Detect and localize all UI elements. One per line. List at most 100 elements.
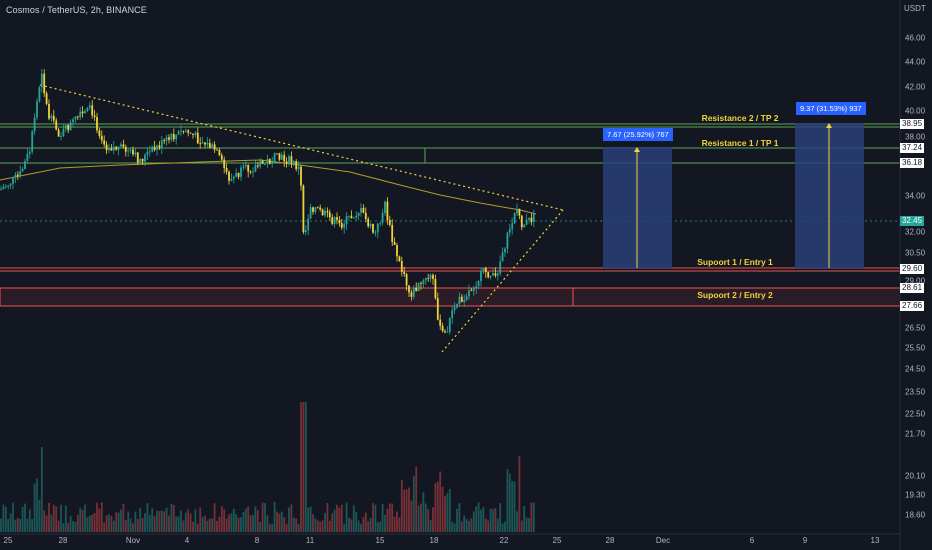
level-label-resistance-1[interactable]: Resistance 1 / TP 1 xyxy=(701,138,779,148)
candle-body xyxy=(417,283,420,292)
volume-bar xyxy=(252,514,254,532)
volume-bar xyxy=(64,505,67,532)
volume-bar xyxy=(362,517,365,532)
candle-body xyxy=(50,115,53,119)
y-tick: 21.70 xyxy=(905,429,926,439)
volume-bar xyxy=(79,507,82,532)
candle-body xyxy=(55,120,58,130)
projection-note-2[interactable]: 9.37 (31.53%) 937 xyxy=(796,102,866,115)
candle-body xyxy=(516,208,518,214)
volume-bar xyxy=(424,503,427,532)
symbol-title[interactable]: Cosmos / TetherUS, 2h, BINANCE xyxy=(6,5,147,15)
volume-bar xyxy=(184,512,187,532)
candle-body xyxy=(38,87,41,102)
candle-body xyxy=(218,149,221,156)
volume-bar xyxy=(38,499,41,532)
level-label-resistance-2[interactable]: Resistance 2 / TP 2 xyxy=(701,113,779,123)
candle-body xyxy=(360,208,362,213)
candle-body xyxy=(499,261,502,274)
volume-bar xyxy=(468,520,470,532)
candle-body xyxy=(314,207,317,212)
volume-bar xyxy=(336,504,338,532)
volume-bar xyxy=(391,503,394,532)
candle-body xyxy=(446,331,449,333)
volume-bar xyxy=(24,503,26,532)
candle-body xyxy=(427,277,430,279)
candle-body xyxy=(398,256,401,262)
candle-body xyxy=(487,272,490,278)
candle-body xyxy=(7,185,10,187)
candle-body xyxy=(484,267,487,273)
volume-bar xyxy=(0,518,2,532)
candle-body xyxy=(328,212,331,218)
level-label-support-2[interactable]: Supoort 2 / Entry 2 xyxy=(697,290,773,300)
candle-body xyxy=(206,142,209,145)
candle-body xyxy=(448,318,451,332)
candle-body xyxy=(384,201,386,213)
volume-bar xyxy=(489,508,492,532)
volume-bar xyxy=(168,515,170,532)
volume-bar xyxy=(96,502,98,532)
candle-body xyxy=(57,129,60,137)
volume-bar xyxy=(50,514,53,532)
volume-bar xyxy=(283,517,286,532)
candle-body xyxy=(350,215,353,219)
candle-body xyxy=(302,185,305,233)
level-label-support-1[interactable]: Supoort 1 / Entry 1 xyxy=(697,257,773,267)
volume-bar xyxy=(348,517,350,532)
y-tick: 23.50 xyxy=(905,387,926,397)
volume-bar xyxy=(295,518,298,532)
volume-bar xyxy=(16,517,19,532)
candle-body xyxy=(280,154,283,160)
candle-body xyxy=(122,144,125,147)
volume-bar xyxy=(482,507,485,532)
candle-body xyxy=(276,153,278,155)
y-tick: 40.00 xyxy=(905,106,926,116)
projection-note-1[interactable]: 7.67 (25.92%) 767 xyxy=(603,128,673,141)
candle-body xyxy=(232,176,235,179)
candle-body xyxy=(117,146,120,150)
volume-bar xyxy=(388,503,391,532)
x-tick: 18 xyxy=(429,536,439,545)
candle-body xyxy=(340,223,343,228)
volume-bar xyxy=(33,483,36,532)
candle-body xyxy=(112,146,115,151)
volume-bar xyxy=(158,511,161,532)
y-tick: 38.00 xyxy=(905,132,926,142)
candle-body xyxy=(415,287,418,292)
volume-bar xyxy=(360,523,362,532)
volume-bar xyxy=(511,481,514,532)
volume-bar xyxy=(134,511,137,532)
volume-bar xyxy=(259,522,262,532)
candle-body xyxy=(64,125,67,129)
volume-bar xyxy=(328,520,331,532)
volume-bar xyxy=(436,481,439,532)
volume-bar xyxy=(105,515,108,532)
candle-body xyxy=(393,241,396,245)
volume-bar xyxy=(352,505,355,532)
x-tick: 15 xyxy=(375,536,385,545)
candle-body xyxy=(369,223,372,227)
y-tick: 25.50 xyxy=(905,343,926,353)
volume-bar xyxy=(156,510,158,532)
candle-body xyxy=(110,148,113,151)
volume-bar xyxy=(192,521,194,532)
candle-body xyxy=(216,149,218,151)
volume-bar xyxy=(62,523,65,532)
candle-body xyxy=(194,132,197,135)
price-label-support-2a: 28.61 xyxy=(900,283,925,293)
candle-body xyxy=(403,271,406,274)
candle-body xyxy=(81,111,84,114)
volume-bar xyxy=(148,514,151,532)
volume-bar xyxy=(9,513,12,532)
volume-bar xyxy=(518,456,521,532)
volume-bar xyxy=(374,504,377,532)
candle-body xyxy=(163,140,166,142)
candle-body xyxy=(494,273,497,276)
candle-body xyxy=(2,186,5,190)
volume-bar xyxy=(110,515,113,532)
candle-body xyxy=(220,155,223,160)
candle-body xyxy=(213,144,216,150)
candle-body xyxy=(249,171,252,173)
